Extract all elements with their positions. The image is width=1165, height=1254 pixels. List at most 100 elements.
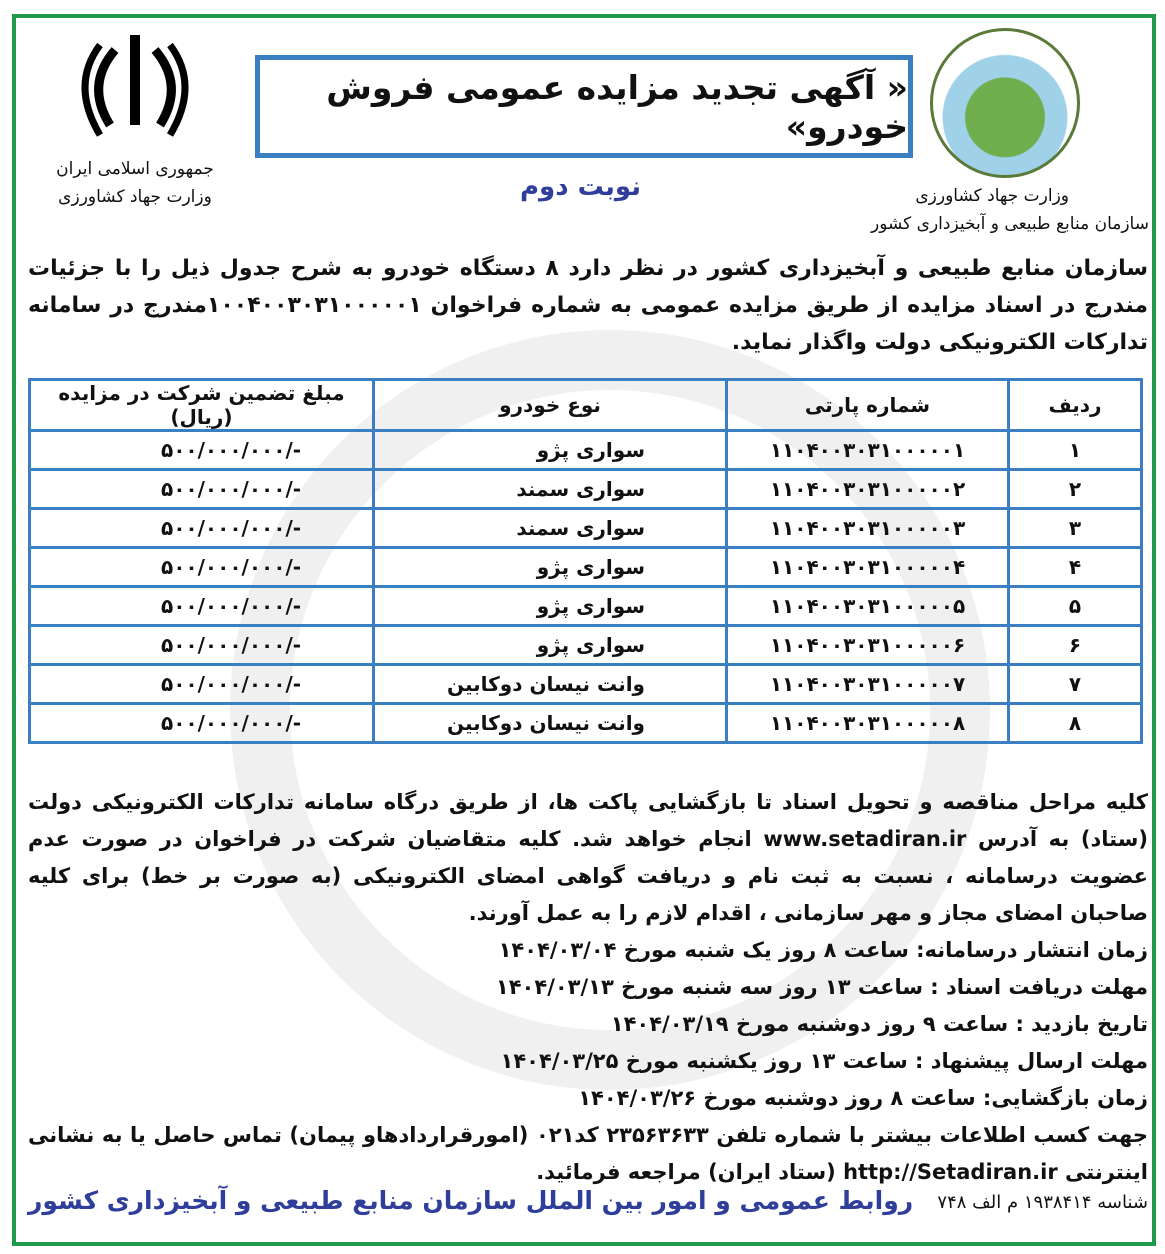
guarantee-amount: ۵۰۰/۰۰۰/۰۰۰/-: [28, 546, 375, 588]
vehicle-type-text: سواری سمند: [516, 477, 645, 501]
row-number: ۴: [1007, 546, 1143, 588]
right-org-line: سازمان منابع طبیعی و آبخیزداری کشور: [871, 214, 1149, 234]
vehicle-type: وانت نیسان دوکابین: [372, 663, 728, 705]
row-number: ۲: [1007, 468, 1143, 510]
row-number-text: ۴: [1068, 555, 1082, 579]
instructions-paragraph: کلیه مراحل مناقصه و تحویل اسناد تا بازگش…: [28, 790, 1148, 925]
vehicle-type-text: وانت نیسان دوکابین: [446, 672, 645, 696]
guarantee-amount: ۵۰۰/۰۰۰/۰۰۰/-: [28, 663, 375, 705]
right-org-line: وزارت جهاد کشاورزی: [915, 186, 1069, 206]
col-header-guarantee: مبلغ تضمین شرکت در مزایده (ریال): [28, 378, 375, 432]
vehicle-type: سواری پژو: [372, 585, 728, 627]
iran-emblem-icon: [81, 35, 189, 137]
row-number-text: ۳: [1068, 516, 1082, 540]
ad-title-box: « آگهی تجدید مزایده عمومی فروش خودرو»: [255, 55, 913, 158]
instructions-block: کلیه مراحل مناقصه و تحویل اسناد تا بازگش…: [28, 784, 1148, 1191]
col-header-row-no: ردیف: [1007, 378, 1143, 432]
schedule-line: مهلت ارسال پیشنهاد : ساعت ۱۳ روز یکشنبه …: [500, 1049, 1148, 1073]
row-number: ۶: [1007, 624, 1143, 666]
right-org-block: وزارت جهاد کشاورزی سازمان منابع طبیعی و …: [809, 182, 1149, 238]
left-org-block: جمهوری اسلامی ایران وزارت جهاد کشاورزی: [40, 155, 230, 211]
lot-number-text: ۱۱۰۴۰۰۳۰۳۱۰۰۰۰۰۱: [769, 438, 966, 462]
vehicle-type-text: سواری پژو: [536, 633, 645, 657]
table-row: ۵ ۱۱۰۴۰۰۳۰۳۱۰۰۰۰۰۵ سواری پژو ۵۰۰/۰۰۰/۰۰۰/-: [28, 585, 1143, 627]
table-row: ۲ ۱۱۰۴۰۰۳۰۳۱۰۰۰۰۰۲ سواری سمند ۵۰۰/۰۰۰/۰۰۰/-: [28, 468, 1143, 510]
contact-paragraph: جهت کسب اطلاعات بیشتر با شماره تلفن ۲۳۵۶…: [28, 1123, 1148, 1184]
footer: شناسه ۱۹۳۸۴۱۴ م الف ۷۴۸ روابط عمومی و ام…: [28, 1186, 1148, 1226]
row-number: ۷: [1007, 663, 1143, 705]
table-row: ۶ ۱۱۰۴۰۰۳۰۳۱۰۰۰۰۰۶ سواری پژو ۵۰۰/۰۰۰/۰۰۰/-: [28, 624, 1143, 666]
ad-id: شناسه ۱۹۳۸۴۱۴ م الف ۷۴۸: [937, 1192, 1148, 1213]
vehicle-type-text: سواری سمند: [516, 516, 645, 540]
round-label: نوبت دوم: [520, 172, 641, 202]
vehicle-type: سواری سمند: [372, 507, 728, 549]
guarantee-amount-text: ۵۰۰/۰۰۰/۰۰۰/-: [161, 438, 302, 462]
guarantee-amount: ۵۰۰/۰۰۰/۰۰۰/-: [28, 585, 375, 627]
ad-frame: [12, 14, 1156, 1246]
row-number-text: ۵: [1068, 594, 1082, 618]
vehicle-type: سواری پژو: [372, 429, 728, 471]
vehicle-type: سواری پژو: [372, 624, 728, 666]
schedule-line: تاریخ بازدید : ساعت ۹ روز دوشنبه مورخ ۱۴…: [610, 1012, 1148, 1036]
vehicle-type-text: سواری پژو: [536, 555, 645, 579]
organization-logo: [930, 28, 1080, 178]
guarantee-amount-text: ۵۰۰/۰۰۰/۰۰۰/-: [161, 711, 302, 735]
lot-number-text: ۱۱۰۴۰۰۳۰۳۱۰۰۰۰۰۲: [769, 477, 966, 501]
lot-number-text: ۱۱۰۴۰۰۳۰۳۱۰۰۰۰۰۷: [769, 672, 966, 696]
schedule-line: زمان انتشار درسامانه: ساعت ۸ روز یک شنبه…: [498, 938, 1148, 962]
guarantee-amount-text: ۵۰۰/۰۰۰/۰۰۰/-: [161, 633, 302, 657]
vehicle-type-text: وانت نیسان دوکابین: [446, 711, 645, 735]
guarantee-amount-text: ۵۰۰/۰۰۰/۰۰۰/-: [161, 516, 302, 540]
col-header-vehicle-type: نوع خودرو: [372, 378, 728, 432]
lot-number: ۱۱۰۴۰۰۳۰۳۱۰۰۰۰۰۴: [725, 546, 1010, 588]
lot-number: ۱۱۰۴۰۰۳۰۳۱۰۰۰۰۰۶: [725, 624, 1010, 666]
lot-number: ۱۱۰۴۰۰۳۰۳۱۰۰۰۰۰۳: [725, 507, 1010, 549]
schedule-line: زمان بازگشایی: ساعت ۸ روز دوشنبه مورخ ۱۴…: [578, 1086, 1148, 1110]
col-header-lot-no: شماره پارتی: [725, 378, 1010, 432]
row-number-text: ۸: [1068, 711, 1082, 735]
footer-org: روابط عمومی و امور بین الملل سازمان مناب…: [28, 1186, 914, 1215]
lot-number-text: ۱۱۰۴۰۰۳۰۳۱۰۰۰۰۰۸: [769, 711, 966, 735]
table-row: ۱ ۱۱۰۴۰۰۳۰۳۱۰۰۰۰۰۱ سواری پژو ۵۰۰/۰۰۰/۰۰۰/-: [28, 429, 1143, 471]
left-org-line: وزارت جهاد کشاورزی: [58, 187, 212, 207]
row-number: ۵: [1007, 585, 1143, 627]
intro-paragraph: سازمان منابع طبیعی و آبخیزداری کشور در ن…: [28, 256, 1148, 355]
guarantee-amount-text: ۵۰۰/۰۰۰/۰۰۰/-: [161, 477, 302, 501]
guarantee-amount: ۵۰۰/۰۰۰/۰۰۰/-: [28, 507, 375, 549]
guarantee-amount: ۵۰۰/۰۰۰/۰۰۰/-: [28, 702, 375, 744]
left-org-line: جمهوری اسلامی ایران: [56, 159, 214, 179]
lot-number-text: ۱۱۰۴۰۰۳۰۳۱۰۰۰۰۰۴: [769, 555, 966, 579]
row-number-text: ۶: [1068, 633, 1082, 657]
vehicle-type: سواری پژو: [372, 546, 728, 588]
table-header-row: ردیف شماره پارتی نوع خودرو مبلغ تضمین شر…: [28, 378, 1143, 432]
table-row: ۴ ۱۱۰۴۰۰۳۰۳۱۰۰۰۰۰۴ سواری پژو ۵۰۰/۰۰۰/۰۰۰/-: [28, 546, 1143, 588]
row-number: ۳: [1007, 507, 1143, 549]
row-number-text: ۲: [1068, 477, 1082, 501]
guarantee-amount: ۵۰۰/۰۰۰/۰۰۰/-: [28, 468, 375, 510]
lot-number-text: ۱۱۰۴۰۰۳۰۳۱۰۰۰۰۰۶: [769, 633, 966, 657]
row-number: ۱: [1007, 429, 1143, 471]
table-row: ۸ ۱۱۰۴۰۰۳۰۳۱۰۰۰۰۰۸ وانت نیسان دوکابین ۵۰۰/۰…: [28, 702, 1143, 744]
row-number-text: ۱: [1068, 438, 1082, 462]
guarantee-amount-text: ۵۰۰/۰۰۰/۰۰۰/-: [161, 594, 302, 618]
lot-number-text: ۱۱۰۴۰۰۳۰۳۱۰۰۰۰۰۳: [769, 516, 966, 540]
guarantee-amount: ۵۰۰/۰۰۰/۰۰۰/-: [28, 624, 375, 666]
lot-number: ۱۱۰۴۰۰۳۰۳۱۰۰۰۰۰۷: [725, 663, 1010, 705]
lot-number: ۱۱۰۴۰۰۳۰۳۱۰۰۰۰۰۱: [725, 429, 1010, 471]
vehicle-type-text: سواری پژو: [536, 438, 645, 462]
row-number: ۸: [1007, 702, 1143, 744]
vehicle-type: سواری سمند: [372, 468, 728, 510]
table-row: ۷ ۱۱۰۴۰۰۳۰۳۱۰۰۰۰۰۷ وانت نیسان دوکابین ۵۰۰/۰…: [28, 663, 1143, 705]
ad-title: « آگهی تجدید مزایده عمومی فروش خودرو»: [326, 67, 908, 146]
lot-number: ۱۱۰۴۰۰۳۰۳۱۰۰۰۰۰۲: [725, 468, 1010, 510]
schedule-line: مهلت دریافت اسناد : ساعت ۱۳ روز سه شنبه …: [495, 975, 1148, 999]
row-number-text: ۷: [1068, 672, 1082, 696]
guarantee-amount: ۵۰۰/۰۰۰/۰۰۰/-: [28, 429, 375, 471]
vehicle-type-text: سواری پژو: [536, 594, 645, 618]
lot-number: ۱۱۰۴۰۰۳۰۳۱۰۰۰۰۰۵: [725, 585, 1010, 627]
vehicles-table: ردیف شماره پارتی نوع خودرو مبلغ تضمین شر…: [28, 378, 1143, 744]
lot-number: ۱۱۰۴۰۰۳۰۳۱۰۰۰۰۰۸: [725, 702, 1010, 744]
lot-number-text: ۱۱۰۴۰۰۳۰۳۱۰۰۰۰۰۵: [769, 594, 966, 618]
guarantee-amount-text: ۵۰۰/۰۰۰/۰۰۰/-: [161, 555, 302, 579]
vehicle-type: وانت نیسان دوکابین: [372, 702, 728, 744]
